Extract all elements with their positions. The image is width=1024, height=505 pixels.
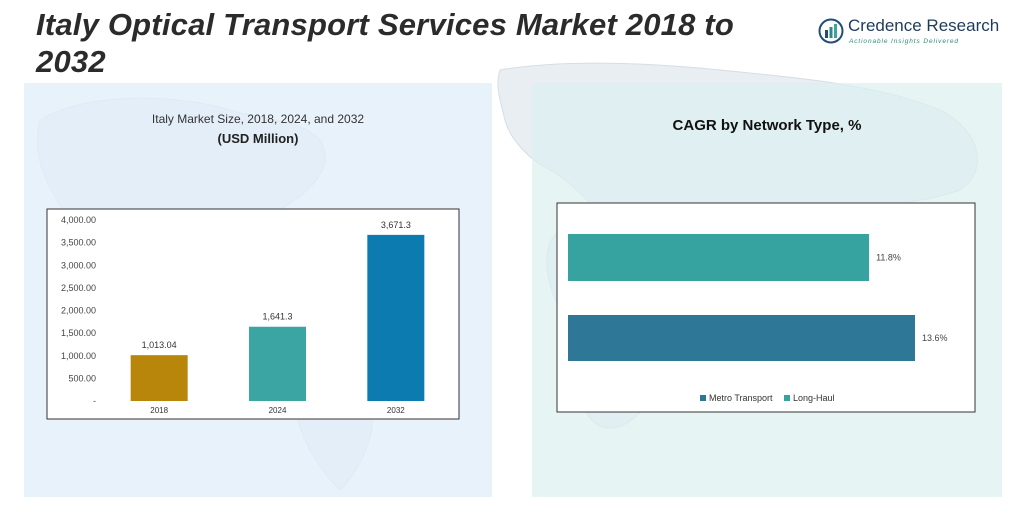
y-tick-label: 500.00	[68, 373, 96, 383]
y-tick-label: 2,500.00	[61, 283, 96, 293]
market-size-chart-subtitle: (USD Million)	[218, 131, 299, 146]
x-tick-label: 2018	[150, 406, 168, 415]
y-tick-label: 2,000.00	[61, 306, 96, 316]
hbar-long-haul	[568, 234, 870, 281]
bar-value-label: 3,671.3	[381, 220, 411, 230]
x-tick-label: 2024	[269, 406, 287, 415]
bar-2032	[367, 234, 425, 401]
y-tick-label: 4,000.00	[61, 215, 96, 225]
y-tick-label: 1,000.00	[61, 351, 96, 361]
brand-logo-block: Credence Research Actionable Insights De…	[818, 16, 1008, 52]
legend-label: Long-Haul	[793, 393, 835, 403]
market-size-chart-title: Italy Market Size, 2018, 2024, and 2032	[152, 112, 364, 126]
x-tick-label: 2032	[387, 406, 405, 415]
hbar-metro-transport	[568, 315, 915, 361]
page-title: Italy Optical Transport Services Market …	[36, 7, 735, 79]
legend-label: Metro Transport	[709, 393, 773, 403]
cagr-chart-title: CAGR by Network Type, %	[673, 117, 862, 134]
bar-2018	[130, 355, 188, 401]
legend-swatch	[784, 395, 790, 401]
brand-name: Credence Research	[848, 16, 1000, 35]
y-tick-label: -	[93, 396, 96, 406]
hbar-value-label: 13.6%	[922, 333, 948, 343]
hbar-value-label: 11.8%	[876, 253, 901, 263]
bar-value-label: 1,013.04	[142, 340, 177, 350]
brand-tagline: Actionable Insights Delivered	[849, 38, 959, 45]
bar-2024	[249, 326, 306, 401]
y-tick-label: 3,500.00	[61, 238, 96, 248]
bar-value-label: 1,641.3	[262, 312, 292, 322]
credence-research-logo-icon	[818, 18, 844, 44]
y-tick-label: 3,000.00	[61, 260, 96, 270]
y-tick-label: 1,500.00	[61, 328, 96, 338]
legend-swatch	[700, 395, 706, 401]
